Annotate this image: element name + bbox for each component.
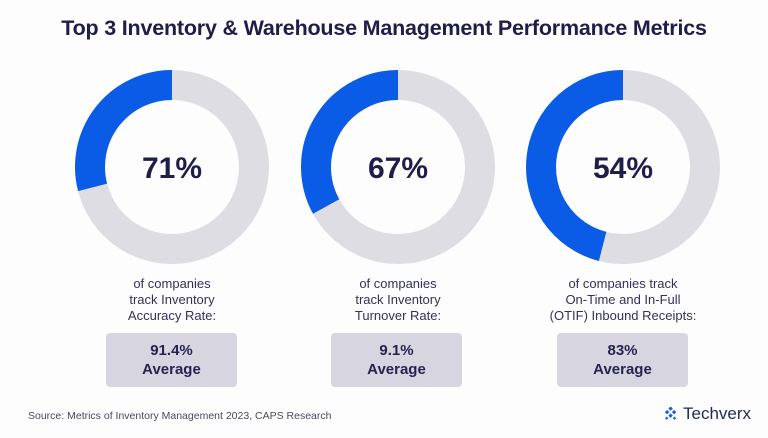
percentage-label: 54%: [593, 152, 653, 185]
description-line: (OTIF) Inbound Receipts:: [549, 308, 697, 323]
average-box: 9.1% Average: [331, 333, 462, 387]
percentage-label: 67%: [368, 152, 428, 185]
donut-chart: 54%: [526, 70, 720, 264]
metric-description: of companies track Inventory Accuracy Rate…: [57, 276, 287, 324]
percentage-label: 71%: [142, 152, 202, 185]
metric-description: of companies track On-Time and In-Full (OT…: [508, 276, 738, 324]
donut-chart: 67%: [301, 70, 495, 264]
average-label: Average: [142, 361, 201, 378]
average-label: Average: [367, 361, 426, 378]
description-line: On-Time and In-Full: [565, 292, 681, 307]
description-line: track Inventory: [355, 292, 441, 307]
source-note: Source: Metrics of Inventory Management …: [28, 410, 332, 422]
average-value: 91.4%: [150, 342, 193, 359]
description-line: Turnover Rate:: [354, 308, 442, 323]
brand-name: Techverx: [683, 404, 752, 423]
description-line: track Inventory: [129, 292, 215, 307]
chart-title: Top 3 Inventory & Warehouse Management P…: [61, 16, 707, 40]
donut-highlight-arc: [526, 70, 624, 261]
description-line: Accuracy Rate:: [127, 308, 217, 323]
metric-card: 54% of companies track On-Time and In-Full…: [508, 70, 738, 323]
metric-card: 67% of companies track Inventory Turnover R…: [283, 70, 513, 323]
description-line: of companies: [359, 276, 437, 291]
average-box: 91.4% Average: [106, 333, 237, 387]
donut-chart: 71%: [75, 70, 269, 264]
brand-logo: Techverx: [663, 404, 751, 424]
techverx-logo-icon: [664, 407, 677, 420]
average-value: 9.1%: [379, 342, 414, 359]
metric-description: of companies track Inventory Turnover Rate…: [283, 276, 513, 324]
description-line: of companies: [133, 276, 211, 291]
donut-highlight-arc: [301, 70, 399, 214]
metric-card: 71% of companies track Inventory Accuracy R…: [57, 70, 287, 323]
description-line: of companies track: [568, 276, 678, 291]
average-label: Average: [593, 361, 652, 378]
average-box: 83% Average: [557, 333, 688, 387]
donut-highlight-arc: [75, 70, 173, 192]
average-value: 83%: [607, 342, 638, 359]
